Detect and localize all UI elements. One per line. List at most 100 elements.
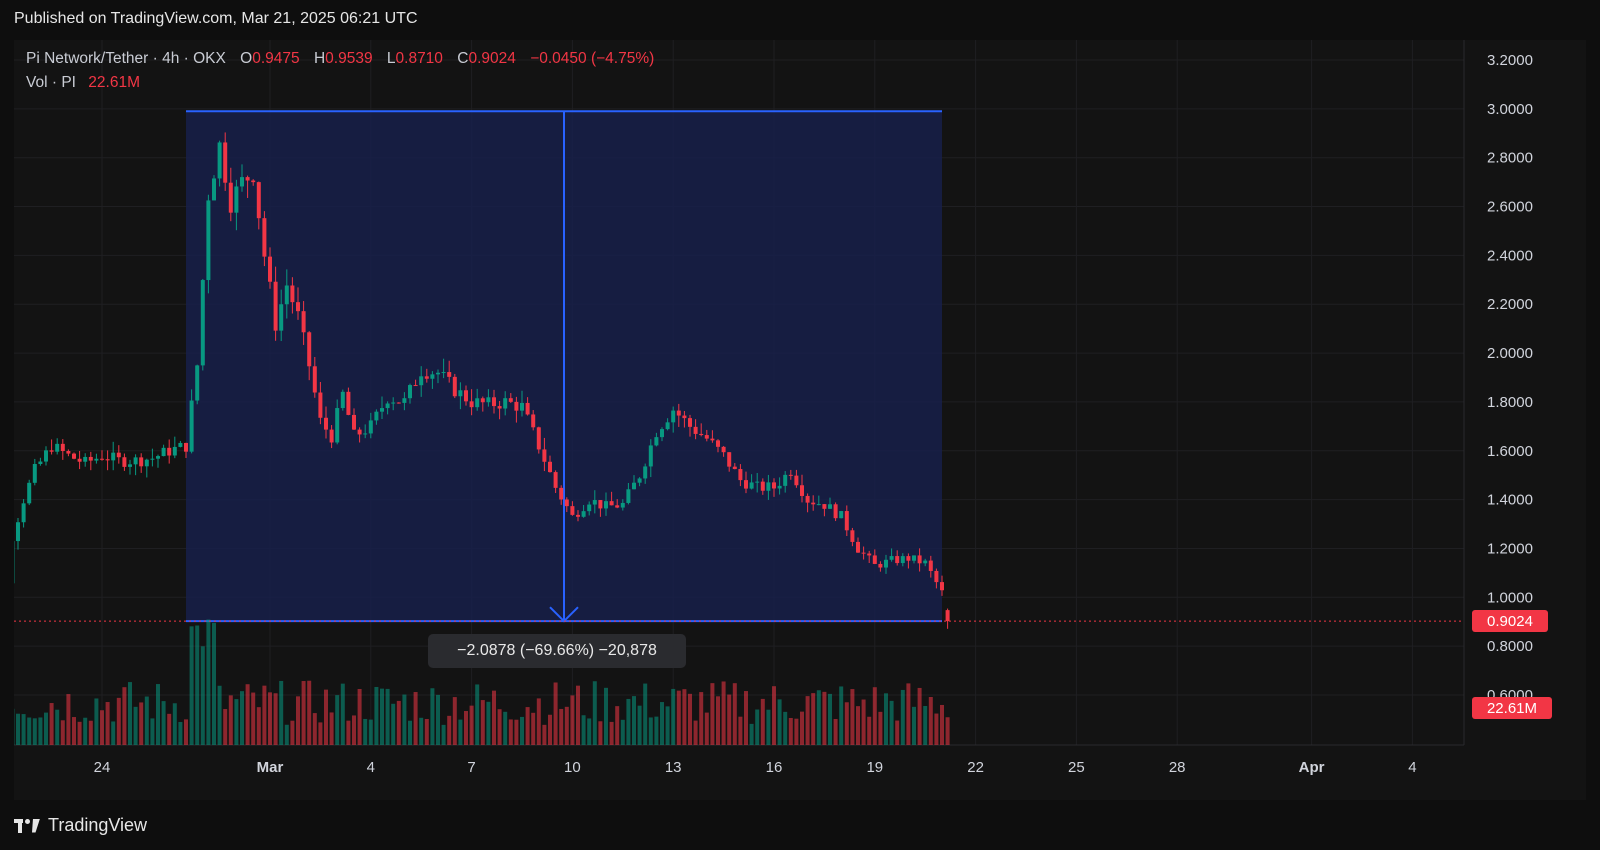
volume-bar (749, 723, 754, 745)
volume-bar (637, 705, 642, 745)
candle-body (531, 414, 536, 428)
candle-body (391, 402, 396, 404)
volume-bar (430, 688, 435, 745)
volume-bar (531, 712, 536, 745)
candle-body (77, 458, 82, 462)
candle-body (217, 142, 222, 179)
candle-body (273, 281, 278, 331)
volume-bar (486, 701, 491, 745)
candle-body (94, 458, 99, 461)
candle-body (884, 559, 888, 568)
candle-body (788, 474, 793, 476)
volume-bar (94, 698, 99, 745)
candle-body (609, 501, 614, 506)
x-tick-label: 13 (665, 759, 682, 776)
volume-bar (290, 720, 295, 745)
candle-body (794, 475, 799, 486)
candle-body (604, 501, 608, 509)
candle-body (318, 392, 323, 418)
candle-body (122, 457, 127, 467)
candle-body (598, 500, 603, 509)
candle-body (889, 556, 894, 560)
candle-body (755, 481, 760, 483)
y-tick-label: 1.8000 (1487, 394, 1533, 411)
candle-body (676, 410, 681, 416)
price-chart[interactable]: 3.2000 3.0000 2.8000 2.6000 2.4000 2.2000 2.00… (14, 40, 1586, 800)
footer-brand: TradingView (14, 815, 147, 836)
candle-body (738, 469, 743, 481)
volume-bar (217, 685, 222, 745)
candle-body (195, 365, 200, 401)
volume-bar (598, 721, 603, 745)
candle-body (200, 280, 205, 366)
candle-body (128, 464, 132, 467)
candle-body (307, 332, 312, 367)
candle-body (133, 457, 138, 465)
candle-body (105, 459, 110, 461)
candle-body (576, 514, 580, 517)
volume-bar (279, 680, 284, 745)
candle-body (240, 177, 244, 187)
last-price-tag: 0.9024 (1472, 610, 1548, 632)
volume-bar (805, 696, 810, 745)
volume-bar (732, 683, 737, 745)
candle-body (895, 556, 900, 564)
candle-body (475, 398, 480, 408)
volume-bar (167, 713, 172, 745)
legend-change: −0.0450 (−4.75%) (530, 50, 655, 67)
y-tick-label: 2.2000 (1487, 296, 1533, 313)
candle-body (811, 502, 816, 505)
volume-bar (794, 718, 799, 745)
candle-body (648, 445, 653, 467)
volume-bar (648, 717, 653, 745)
candle-body (228, 182, 233, 213)
candle-body (508, 398, 513, 402)
volume-bar (385, 688, 390, 745)
volume-bar (458, 719, 463, 745)
candle-body (419, 376, 424, 386)
chart-frame[interactable]: 3.2000 3.0000 2.8000 2.6000 2.4000 2.2000 2.00… (14, 40, 1586, 800)
candle-body (805, 495, 810, 503)
candle-body (833, 504, 838, 519)
candle-body (161, 447, 166, 457)
candle-body (178, 442, 183, 447)
volume-bar (172, 703, 177, 745)
volume-bar (553, 682, 558, 745)
volume-bar (615, 706, 620, 745)
y-tick-label: 3.2000 (1487, 52, 1533, 69)
volume-bar (777, 699, 782, 745)
volume-bar (822, 691, 827, 745)
volume-bar (520, 716, 524, 745)
candle-body (492, 397, 496, 407)
candle-body (44, 450, 48, 462)
candle-body (396, 402, 401, 404)
volume-bar (576, 685, 580, 745)
legend-volume-label: Vol · PI (26, 74, 76, 91)
volume-bar (150, 718, 155, 745)
candle-body (324, 417, 328, 430)
candle-body (867, 553, 872, 556)
volume-bar (884, 693, 888, 745)
candle-body (856, 541, 860, 553)
volume-bar (788, 717, 793, 745)
volume-bar (189, 626, 194, 745)
candle-body (660, 429, 664, 438)
candle-body (581, 511, 586, 517)
candle-body (352, 414, 356, 430)
legend-volume-value: 22.61M (88, 74, 140, 91)
y-tick-label: 0.8000 (1487, 638, 1533, 655)
volume-bar (436, 694, 440, 745)
y-tick-label: 1.4000 (1487, 492, 1533, 509)
candle-body (66, 450, 71, 454)
volume-bar (682, 689, 687, 745)
volume-bar (856, 706, 860, 745)
candle-body (682, 415, 687, 419)
candle-body (150, 458, 155, 460)
volume-bar (906, 683, 911, 745)
published-caption: Published on TradingView.com, Mar 21, 20… (14, 10, 418, 27)
volume-bar (581, 715, 586, 745)
candle-body (245, 177, 250, 181)
candle-body (536, 427, 541, 450)
candle-body (144, 459, 149, 467)
volume-bar (480, 700, 485, 745)
